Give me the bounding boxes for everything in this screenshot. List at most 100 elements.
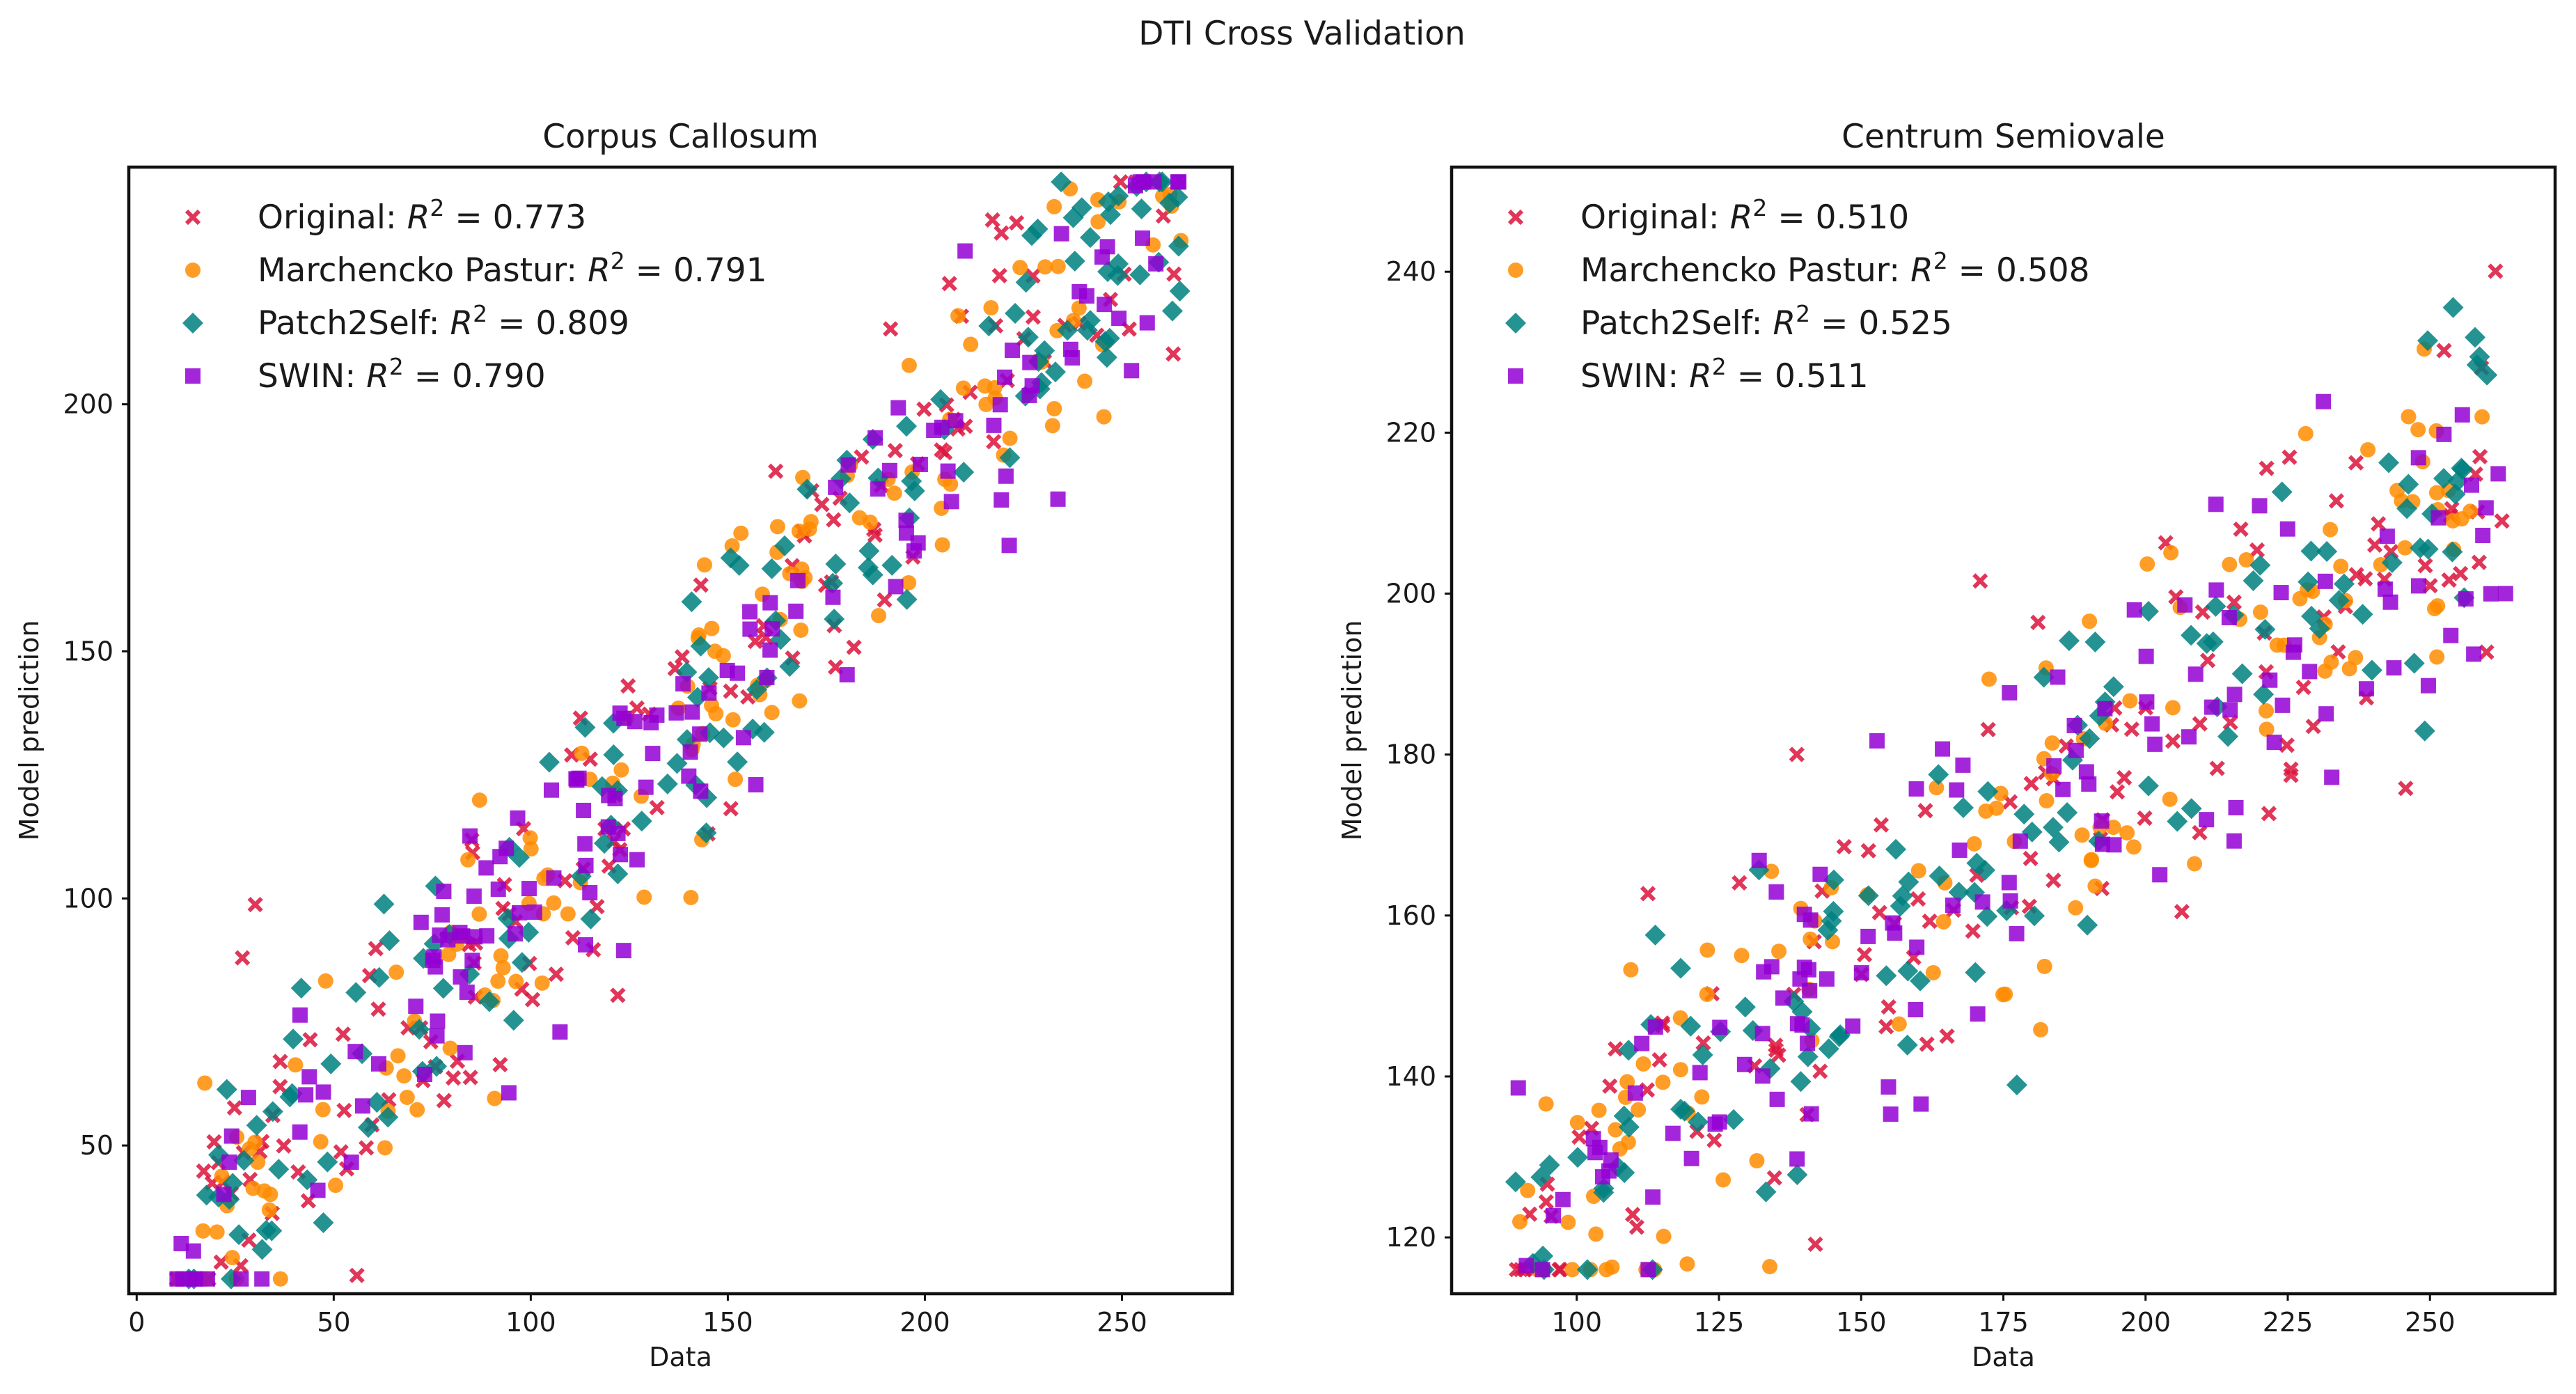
point-p2s (281, 1083, 303, 1104)
point-p2s (478, 991, 500, 1012)
point-swin (1097, 297, 1113, 313)
point-swin (1603, 1152, 1619, 1168)
point-original (693, 577, 709, 593)
legend-label-original: Original: R2 = 0.510 (1580, 194, 1909, 237)
point-swin (1148, 256, 1164, 272)
point-p2s (2476, 364, 2498, 386)
point-p2s (1168, 235, 1189, 257)
point-p2s (1618, 1040, 1640, 1061)
point-swin (997, 369, 1013, 385)
point-mp (1591, 1102, 1607, 1118)
point-p2s (839, 492, 861, 514)
point-original (565, 930, 581, 946)
point-p2s (2398, 473, 2419, 495)
point-p2s (1755, 1181, 1777, 1203)
point-original (196, 1163, 212, 1180)
point-original (2192, 716, 2208, 732)
point-swin (1707, 1116, 1723, 1132)
point-swin (759, 669, 775, 685)
point-original (916, 401, 932, 417)
x-tick-label: 200 (900, 1307, 950, 1338)
point-mp (1655, 1074, 1671, 1090)
series-swin (1510, 393, 2513, 1278)
point-original (1025, 309, 1042, 325)
point-p2s (368, 966, 390, 988)
point-p2s (2249, 554, 2271, 576)
point-original (524, 992, 541, 1008)
x-tick-label: 250 (2405, 1307, 2456, 1338)
point-swin (233, 1271, 249, 1287)
point-p2s (728, 555, 750, 577)
point-original (747, 633, 763, 650)
point-p2s (1734, 996, 1756, 1018)
point-swin (788, 603, 804, 619)
y-tick-label: 150 (63, 636, 113, 666)
point-swin (2279, 521, 2295, 537)
point-mp (523, 841, 539, 857)
point-swin (888, 579, 904, 595)
point-mp (2333, 558, 2349, 574)
point-swin (615, 943, 631, 959)
point-swin (2262, 672, 2278, 688)
point-mp (1699, 986, 1715, 1002)
y-tick-label: 220 (1385, 417, 1436, 448)
point-swin (2436, 426, 2452, 442)
point-mp (574, 745, 590, 761)
point-p2s (1896, 1034, 1918, 1056)
point-original (2328, 493, 2344, 509)
point-original (826, 512, 842, 528)
point-swin (2497, 586, 2513, 602)
point-mp (613, 762, 629, 778)
point-swin (1796, 907, 1812, 923)
point-original (2371, 516, 2387, 532)
point-original (2282, 449, 2298, 465)
point-original (1624, 1207, 1641, 1223)
point-swin (2208, 496, 2224, 512)
series-original (1509, 263, 2510, 1278)
point-swin (2358, 681, 2374, 697)
point-swin (2273, 585, 2289, 601)
point-swin (828, 479, 844, 495)
point-p2s (2231, 663, 2253, 684)
axes-frame (127, 165, 1234, 1296)
point-swin (1124, 363, 1140, 379)
point-mp (315, 1102, 331, 1118)
panels: 0 50 100 150 200 250 50 100 150 200 Data Model pred… (14, 118, 2557, 1372)
point-mp (1672, 1010, 1688, 1026)
point-mp (2033, 1021, 2049, 1037)
point-p2s (574, 716, 596, 738)
point-swin (459, 984, 475, 1000)
point-mp (272, 1271, 288, 1287)
legend-marker-mp (185, 263, 201, 278)
point-swin (240, 1090, 256, 1106)
point-mp (1910, 863, 1926, 879)
point-original (1166, 266, 1182, 282)
point-swin (2466, 646, 2482, 662)
point-original (2174, 904, 2190, 920)
point-swin (2199, 812, 2215, 828)
point-p2s (2271, 481, 2293, 503)
point-swin (413, 914, 429, 930)
point-swin (682, 744, 698, 760)
point-p2s (858, 540, 880, 562)
point-p2s (1929, 865, 1950, 886)
x-tick-label: 100 (505, 1307, 556, 1338)
point-swin (292, 1007, 308, 1023)
point-swin (762, 595, 778, 611)
point-p2s (2381, 552, 2403, 574)
point-original (272, 1079, 288, 1095)
point-p2s (2084, 632, 2106, 653)
point-mp (2397, 540, 2413, 556)
point-swin (511, 904, 527, 921)
point-original (368, 941, 384, 957)
point-mp (1608, 1122, 1624, 1138)
point-p2s (2205, 595, 2226, 617)
point-p2s (2103, 676, 2124, 698)
point-p2s (511, 952, 533, 973)
point-original (272, 1054, 288, 1070)
point-swin (764, 621, 780, 637)
point-original (2226, 594, 2243, 611)
point-mp (2222, 556, 2238, 572)
point-mp (2401, 409, 2417, 425)
panel-corpus-callosum: 0 50 100 150 200 250 50 100 150 200 Data Model pred… (14, 118, 1234, 1372)
